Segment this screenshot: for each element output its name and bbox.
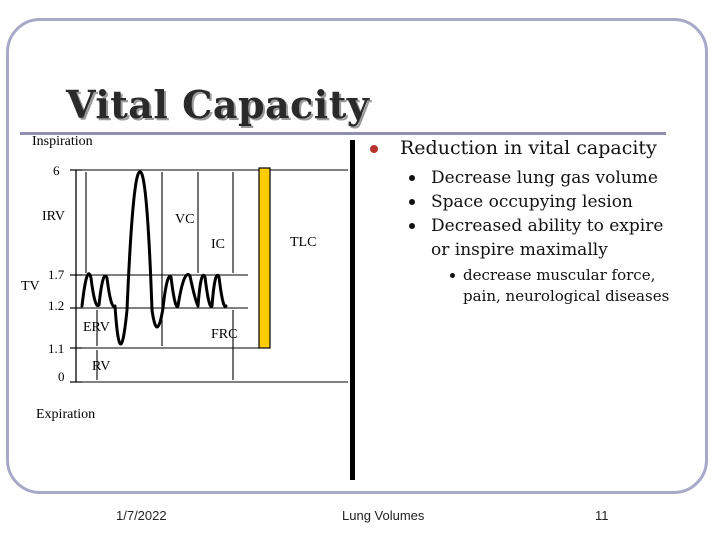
spirogram-trace [80, 170, 228, 346]
bullet-list: Reduction in vital capacity Decrease lun… [368, 134, 678, 307]
rv-label: RV [92, 359, 111, 374]
sub-bullets: Decrease lung gas volume Space occupying… [368, 166, 678, 262]
tlc-bar [258, 167, 271, 349]
volume-bracket-lines [85, 172, 234, 380]
vc-label: VC [175, 212, 195, 227]
divider-bar [350, 140, 355, 480]
volume-guide-lines [82, 169, 348, 383]
sub-bullet-text: Decreased ability to expire or inspire m… [431, 216, 664, 260]
sub-sub-bullet-text: decrease muscular force, pain, neurologi… [463, 266, 670, 305]
sub-sub-bullet: decrease muscular force, pain, neurologi… [368, 265, 678, 307]
footer-date: 1/7/2022 [116, 508, 167, 523]
tick-label-0: 0 [58, 369, 65, 384]
tick-label-1-2: 1.2 [48, 298, 65, 313]
sub-bullet-text: Decrease lung gas volume [431, 168, 658, 188]
footer-page-number: 11 [595, 508, 609, 523]
tick-label-1-1: 1.1 [48, 341, 65, 356]
tlc-label: TLC [290, 235, 317, 250]
tv-label: TV [21, 279, 40, 294]
title-divider [20, 132, 666, 135]
bullet-main: Reduction in vital capacity [368, 134, 678, 163]
sub-bullet: Space occupying lesion [368, 190, 678, 214]
tick-label-6: 6 [53, 163, 60, 178]
expiration-label: Expiration [36, 407, 96, 422]
footer-title: Lung Volumes [342, 508, 425, 523]
slide-title: Vital Capacity [66, 82, 370, 127]
bullet-dot-icon [409, 223, 415, 229]
bullet-dot-icon [450, 273, 455, 278]
ic-label: IC [211, 237, 225, 252]
sub-bullet: Decrease lung gas volume [368, 166, 678, 190]
slide-frame [6, 18, 708, 494]
sub-bullet-text: Space occupying lesion [431, 192, 633, 212]
frc-label: FRC [211, 327, 238, 342]
bullet-dot-icon [370, 145, 378, 153]
sub-bullet: Decreased ability to expire or inspire m… [368, 214, 678, 262]
tick-label-1-7: 1.7 [48, 267, 65, 282]
bullet-dot-icon [409, 199, 415, 205]
inspiration-label: Inspiration [32, 134, 93, 149]
erv-label: ERV [83, 320, 110, 335]
bullet-dot-icon [409, 175, 415, 181]
irv-label: IRV [42, 209, 65, 224]
bullet-main-text: Reduction in vital capacity [400, 137, 657, 159]
axis-tick-marks [70, 169, 82, 383]
